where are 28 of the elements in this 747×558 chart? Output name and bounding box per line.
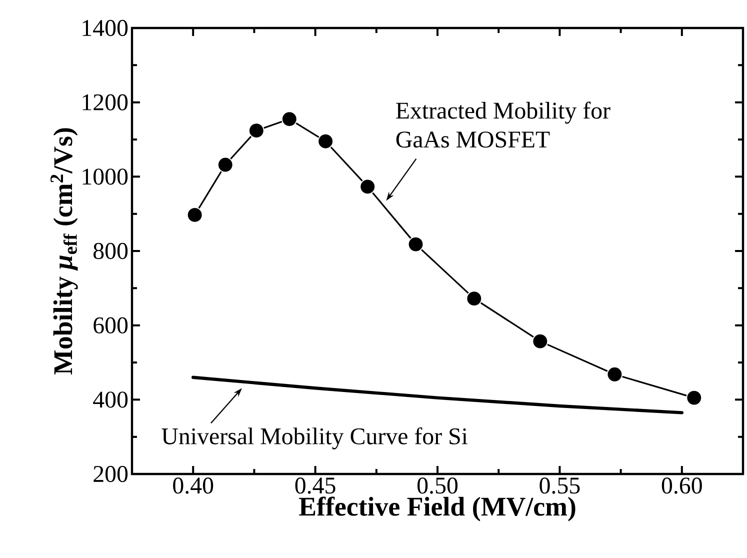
point <box>318 133 334 150</box>
point <box>217 156 234 173</box>
x-tick-label: 0.50 <box>417 478 458 494</box>
point <box>360 178 376 195</box>
point <box>408 236 424 252</box>
x-tick-label: 0.60 <box>662 478 702 494</box>
y-tick-label: 800 <box>94 242 128 260</box>
y-tick-label: 400 <box>93 392 128 408</box>
point <box>606 366 623 382</box>
y-tick-label: 200 <box>94 466 128 482</box>
x-tick-label: 0.55 <box>540 478 580 494</box>
y-axis-title: Mobility μ$_{eff}$ (cm$^{2}$/Vs) <box>50 128 78 375</box>
point <box>281 111 298 128</box>
y-tick-label: 600 <box>94 317 128 334</box>
point <box>686 390 702 406</box>
y-tick-label: 1400 <box>82 20 128 36</box>
x-axis-title: Effective Field (MV/cm) <box>299 496 576 522</box>
x-tick-label: 0.45 <box>295 478 336 494</box>
annotation: Universal Mobility Curve for Si <box>162 427 468 450</box>
annotation: Extracted Mobility for GaAs MOSFET <box>396 102 610 148</box>
y-tick-label: 1000 <box>82 168 128 185</box>
x-tick-label: 0.40 <box>173 478 214 494</box>
point <box>186 206 203 223</box>
point <box>248 122 264 139</box>
y-tick-label: 1200 <box>82 94 128 110</box>
point <box>532 333 548 350</box>
point <box>466 290 482 307</box>
line-series <box>192 376 684 414</box>
